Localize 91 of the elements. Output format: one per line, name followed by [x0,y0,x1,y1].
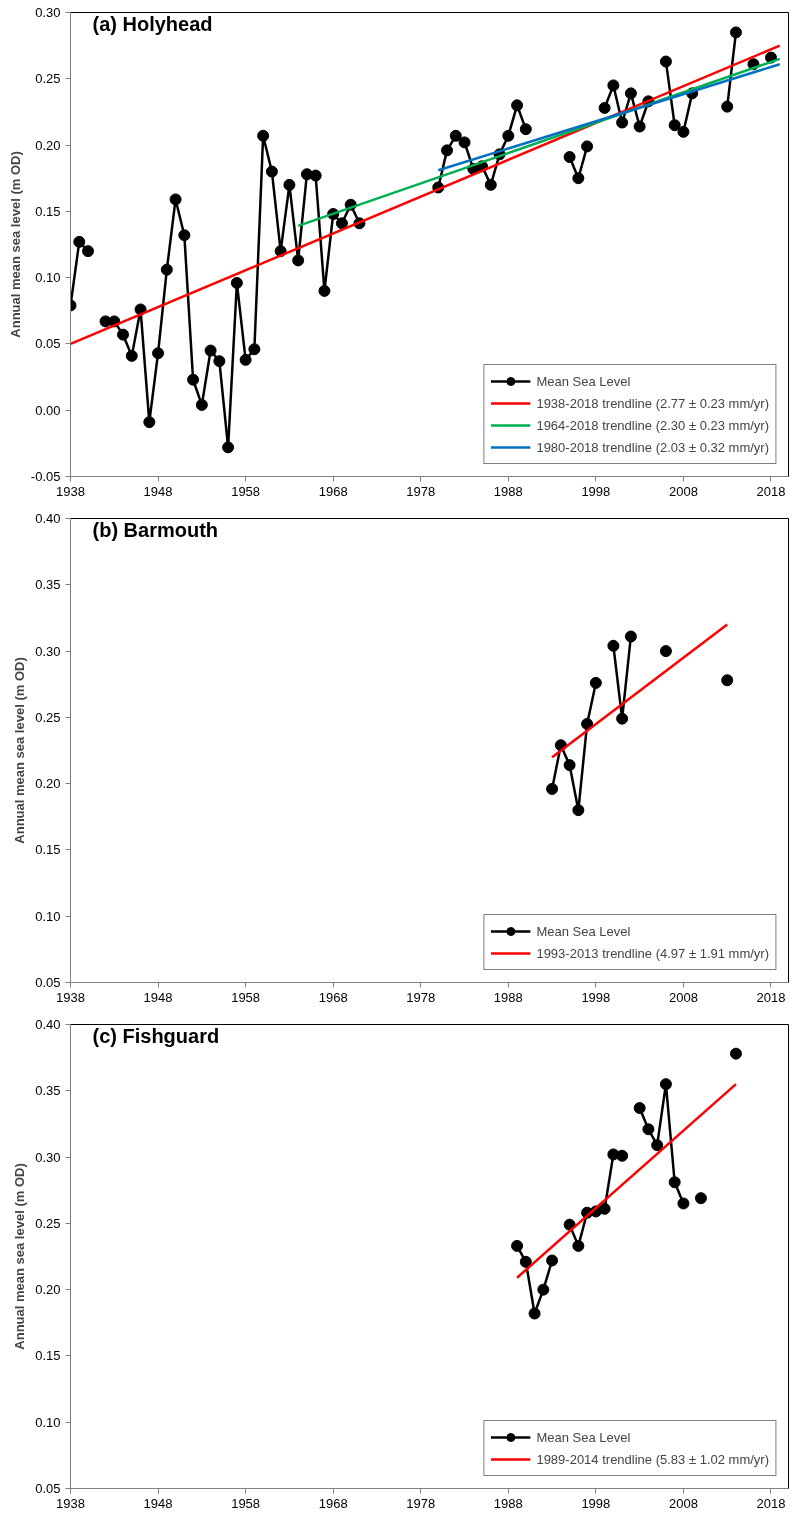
y-tick-label: 0.25 [35,71,61,87]
x-tick-label: 1988 [493,989,523,1005]
point [651,1139,664,1152]
y-tick-label: 0.25 [35,1215,61,1231]
point [616,1149,629,1162]
y-axis-title: Annual mean sea level (m OD) [12,657,28,844]
y-tick-label: 0.15 [35,1348,61,1364]
y-tick-label: 0.40 [35,1017,61,1032]
x-tick-label: 1978 [406,989,436,1005]
y-tick-label: 0.35 [35,577,61,593]
y-tick-label: 0.20 [35,1282,61,1298]
point [729,1047,742,1060]
point [677,1197,690,1210]
y-tick-label: 0.30 [35,5,61,20]
point [546,782,559,795]
x-tick-label: 1998 [581,483,611,499]
x-tick-label: 1938 [56,989,85,1005]
point [633,1102,646,1115]
point [572,804,585,817]
y-tick-label: 0.20 [35,137,61,153]
y-tick-label: 0.05 [35,1481,61,1496]
x-tick-label: 1958 [231,483,261,499]
x-tick-label: 1948 [143,483,173,499]
y-tick-label: -0.05 [30,469,61,484]
x-tick-label: 1998 [581,989,611,1005]
y-tick-label: 0.15 [35,203,61,219]
x-tick-label: 1968 [318,483,348,499]
x-tick-label: 1998 [581,1495,611,1511]
point [642,1123,655,1136]
x-tick-label: 1958 [231,989,261,1005]
point [519,1255,532,1268]
x-tick-label: 2018 [756,989,786,1005]
y-tick-label: 0.10 [35,908,61,924]
point [616,712,629,725]
y-tick-label: 0.10 [35,1414,61,1430]
legend-label: 1989-2014 trendline (5.83 ± 1.02 mm/yr) [536,1451,769,1467]
x-tick-label: 1948 [143,989,173,1005]
y-tick-label: 0.15 [35,842,61,858]
chart-title: (c) Fishguard [92,1024,220,1047]
y-tick-label: 0.10 [35,270,61,286]
x-tick-label: 1968 [318,1495,348,1511]
y-tick-label: 0.40 [35,511,61,526]
x-tick-label: 1948 [143,1495,173,1511]
x-tick-label: 1958 [231,1495,261,1511]
point [607,639,620,652]
legend-label: 1964-2018 trendline (2.30 ± 0.23 mm/yr) [536,417,769,433]
x-tick-label: 1978 [406,483,436,499]
point [659,645,672,658]
y-tick-label: 0.35 [35,1083,61,1099]
point [581,718,594,730]
point [668,1176,681,1189]
y-tick-label: 0.25 [35,709,61,725]
point [694,1192,707,1205]
point [546,1254,559,1267]
chart-title: (b) Barmouth [92,518,219,541]
point [659,1078,672,1091]
point [598,1202,611,1215]
x-tick-label: 1938 [56,1495,85,1511]
point [563,759,576,772]
point [589,676,602,689]
x-tick-label: 2008 [668,989,698,1005]
x-tick-label: 1938 [56,483,85,499]
x-tick-label: 2018 [756,483,786,499]
point [572,1239,585,1252]
point [721,674,734,687]
x-tick-label: 2008 [668,1495,698,1511]
legend-label: Mean Sea Level [536,923,631,939]
y-tick-label: 0.05 [35,975,61,990]
point [537,1283,550,1296]
y-tick-label: 0.30 [35,643,61,659]
y-tick-label: 0.20 [35,776,61,792]
chart-title: (a) Holyhead [92,12,213,35]
y-tick-label: 0.30 [35,1149,61,1165]
point [511,1239,524,1252]
x-tick-label: 1988 [493,1495,523,1511]
legend-label: 1938-2018 trendline (2.77 ± 0.23 mm/yr) [536,395,769,411]
x-tick-label: 2018 [756,1495,786,1511]
x-tick-label: 1988 [493,483,523,499]
legend-label: 1980-2018 trendline (2.03 ± 0.32 mm/yr) [536,439,769,455]
point [528,1307,541,1320]
y-tick-label: 0.00 [35,402,61,418]
x-tick-label: 2008 [668,483,698,499]
x-tick-label: 1968 [318,989,348,1005]
legend-label: 1993-2013 trendline (4.97 ± 1.91 mm/yr) [536,945,769,961]
y-axis-title: Annual mean sea level (m OD) [12,1163,28,1350]
point [624,630,637,643]
y-axis-title: Annual mean sea level (m OD) [7,151,23,338]
x-tick-label: 1978 [406,1495,436,1511]
y-tick-label: 0.05 [35,336,61,352]
legend-label: Mean Sea Level [536,373,631,389]
legend-label: Mean Sea Level [536,1429,631,1445]
